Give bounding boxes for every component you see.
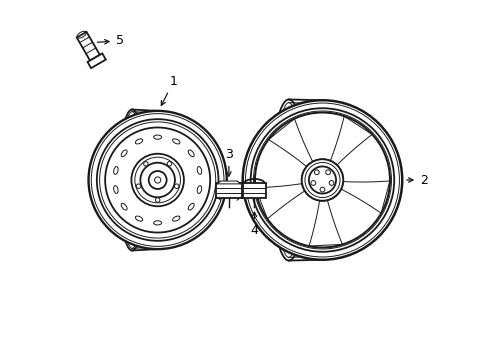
Text: 4: 4 <box>250 212 258 237</box>
Circle shape <box>314 170 319 175</box>
Ellipse shape <box>143 162 148 166</box>
Circle shape <box>301 159 343 201</box>
Circle shape <box>88 111 226 249</box>
Ellipse shape <box>136 184 141 188</box>
Circle shape <box>320 187 324 192</box>
Polygon shape <box>255 183 309 219</box>
Ellipse shape <box>197 186 201 193</box>
Ellipse shape <box>113 167 118 174</box>
Polygon shape <box>308 194 342 246</box>
Circle shape <box>328 181 333 185</box>
Circle shape <box>255 113 389 247</box>
Circle shape <box>325 170 330 175</box>
Circle shape <box>320 187 324 192</box>
Polygon shape <box>77 32 100 60</box>
Circle shape <box>314 170 319 175</box>
Polygon shape <box>217 181 240 184</box>
Ellipse shape <box>172 139 180 144</box>
Polygon shape <box>87 54 105 68</box>
Ellipse shape <box>135 139 142 144</box>
Polygon shape <box>335 181 389 213</box>
Ellipse shape <box>135 216 142 221</box>
Polygon shape <box>327 116 371 170</box>
Text: 5: 5 <box>97 34 124 47</box>
Ellipse shape <box>113 186 118 193</box>
Ellipse shape <box>271 99 305 261</box>
Ellipse shape <box>155 198 160 202</box>
Circle shape <box>310 181 315 185</box>
FancyBboxPatch shape <box>216 183 241 198</box>
Ellipse shape <box>174 184 179 188</box>
Ellipse shape <box>119 109 145 251</box>
Ellipse shape <box>172 216 180 221</box>
Circle shape <box>328 181 333 185</box>
Ellipse shape <box>188 150 194 157</box>
Circle shape <box>310 181 315 185</box>
Circle shape <box>325 170 330 175</box>
Ellipse shape <box>121 203 127 210</box>
Text: 1: 1 <box>161 75 177 105</box>
Text: 3: 3 <box>224 148 232 176</box>
Ellipse shape <box>153 221 162 225</box>
Ellipse shape <box>197 167 201 174</box>
Ellipse shape <box>167 162 171 166</box>
FancyBboxPatch shape <box>243 183 265 198</box>
Circle shape <box>301 159 343 201</box>
Circle shape <box>242 100 402 260</box>
Ellipse shape <box>121 150 127 157</box>
Ellipse shape <box>188 203 194 210</box>
Ellipse shape <box>153 135 162 139</box>
Polygon shape <box>268 119 315 171</box>
Text: 2: 2 <box>406 174 427 186</box>
